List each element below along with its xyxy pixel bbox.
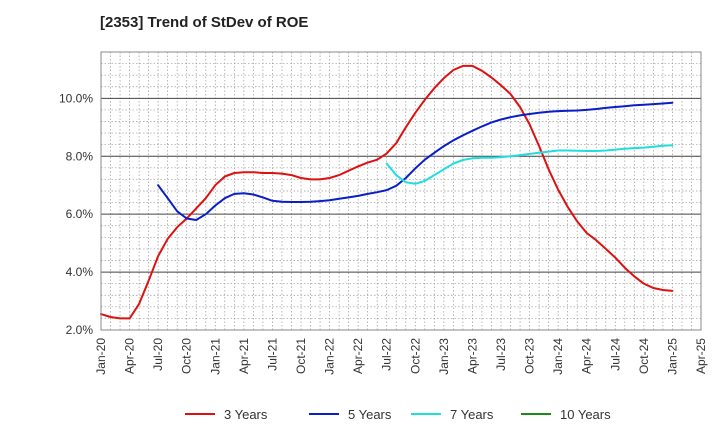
x-tick-label: Jul-20 [151, 338, 165, 371]
legend-item: 3 Years [185, 407, 268, 422]
x-tick-label: Apr-20 [123, 338, 137, 374]
x-tick-label: Jan-22 [323, 338, 337, 375]
x-tick-label: Oct-20 [180, 338, 194, 374]
x-tick-label: Apr-25 [694, 338, 708, 374]
x-tick-label: Jan-25 [665, 338, 679, 375]
x-tick-label: Jan-21 [208, 338, 222, 375]
chart-title: [2353] Trend of StDev of ROE [100, 14, 309, 31]
plot-frame [100, 51, 702, 331]
x-tick-label: Apr-21 [237, 338, 251, 374]
legend-label: 5 Years [348, 407, 392, 422]
legend-label: 7 Years [450, 407, 494, 422]
y-tick-label: 8.0% [66, 149, 94, 163]
legend-item: 5 Years [309, 407, 392, 422]
x-tick-label: Jul-23 [494, 338, 508, 371]
x-tick-label: Apr-22 [351, 338, 365, 374]
x-tick-label: Oct-22 [408, 338, 422, 374]
legend: 3 Years 5 Years 7 Years 10 Years [185, 407, 611, 422]
legend-label: 10 Years [560, 407, 611, 422]
y-tick-label: 2.0% [66, 323, 94, 337]
series-layer [100, 64, 674, 320]
x-tick-label: Jan-20 [94, 338, 108, 375]
grid-layer [101, 52, 701, 330]
x-tick-label: Jan-23 [437, 338, 451, 375]
legend-item: 7 Years [411, 407, 494, 422]
legend-item: 10 Years [521, 407, 611, 422]
x-tick-label: Oct-21 [294, 338, 308, 374]
y-tick-label: 10.0% [59, 91, 93, 105]
x-tick-label: Oct-24 [637, 338, 651, 374]
x-tick-label: Jul-24 [608, 338, 622, 371]
series-line [385, 144, 674, 185]
x-tick-label: Jul-22 [380, 338, 394, 371]
y-tick-label: 6.0% [66, 207, 94, 221]
y-tick-label: 4.0% [66, 265, 94, 279]
axis-labels: 2.0% 4.0% 6.0% 8.0% 10.0% Jan-20 Apr-20 Jul-20 O… [59, 91, 708, 374]
legend-label: 3 Years [224, 407, 268, 422]
series-line [100, 64, 674, 320]
series-line [157, 101, 674, 221]
x-tick-label: Apr-24 [580, 338, 594, 374]
x-tick-label: Oct-23 [523, 338, 537, 374]
x-tick-label: Jan-24 [551, 338, 565, 375]
x-tick-label: Jul-21 [265, 338, 279, 371]
x-tick-label: Apr-23 [465, 338, 479, 374]
